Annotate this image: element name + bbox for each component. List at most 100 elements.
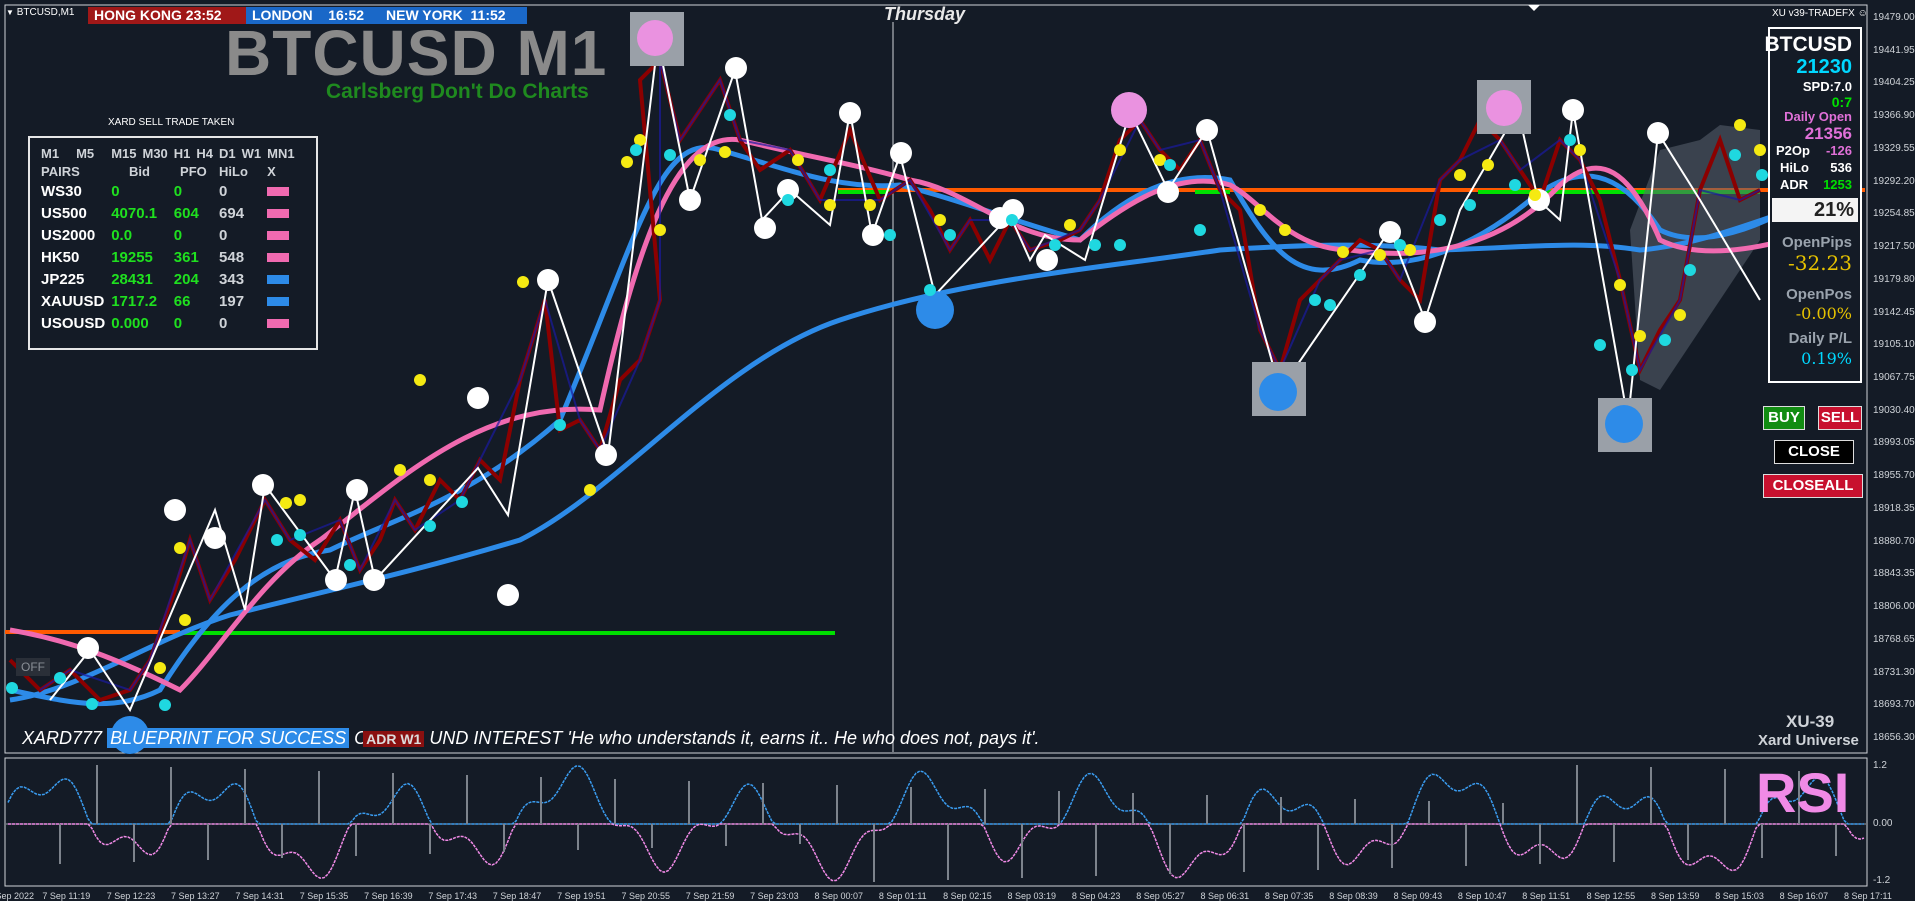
time-axis-label: 8 Sep 11:51 bbox=[1522, 891, 1571, 901]
pair-pfo: 604 bbox=[173, 204, 199, 222]
cyan-signal-dot bbox=[1354, 269, 1366, 281]
price-axis-label: 19292.20 bbox=[1873, 175, 1915, 187]
close-button[interactable]: CLOSE bbox=[1774, 440, 1854, 464]
cyan-signal-dot bbox=[1564, 134, 1576, 146]
price-axis-label: 18955.70 bbox=[1873, 470, 1915, 482]
time-axis-label: 7 Sep 2022 bbox=[0, 891, 35, 901]
tf-mn1[interactable]: MN1 bbox=[267, 145, 295, 161]
yellow-signal-dot bbox=[294, 494, 306, 506]
pair-bid: 0.0 bbox=[111, 226, 133, 244]
swing-point-marker bbox=[325, 569, 347, 591]
cyan-signal-dot bbox=[1006, 214, 1018, 226]
pair-color-swatch[interactable] bbox=[267, 186, 290, 196]
info-open-pos: -0.00% bbox=[1795, 304, 1852, 323]
yellow-signal-dot bbox=[1374, 249, 1386, 261]
pair-color-swatch[interactable] bbox=[267, 230, 290, 240]
tf-h4[interactable]: H4 bbox=[196, 145, 214, 161]
pair-pfo: 361 bbox=[173, 248, 199, 266]
pair-toggle[interactable] bbox=[264, 246, 297, 268]
time-axis-label: 8 Sep 16:07 bbox=[1779, 891, 1829, 901]
pink-moving-average bbox=[9, 136, 1821, 694]
time-axis-label: 7 Sep 19:51 bbox=[557, 891, 606, 901]
pair-toggle[interactable] bbox=[264, 268, 297, 290]
swing-point-marker bbox=[1196, 119, 1218, 141]
time-axis-label: 8 Sep 17:11 bbox=[1844, 891, 1892, 901]
pair-pfo: 0 bbox=[173, 226, 183, 244]
dropdown-arrow-icon[interactable]: ▼ bbox=[6, 8, 14, 17]
yellow-signal-dot bbox=[394, 464, 406, 476]
swing-point-marker bbox=[363, 569, 385, 591]
col-header-hilo: HiLo bbox=[219, 163, 248, 179]
cyan-signal-dot bbox=[824, 164, 836, 176]
blue-signal-marker bbox=[1259, 373, 1297, 411]
tf-m1[interactable]: M1 bbox=[41, 145, 60, 161]
pair-color-swatch[interactable] bbox=[267, 318, 290, 328]
cyan-signal-dot bbox=[1756, 169, 1768, 181]
price-axis-label: 18656.30 bbox=[1873, 732, 1915, 743]
time-axis-label: 8 Sep 03:19 bbox=[1007, 891, 1057, 901]
pair-name: XAUUSD bbox=[41, 292, 105, 310]
cyan-signal-dot bbox=[1464, 199, 1476, 211]
pair-toggle[interactable] bbox=[264, 312, 297, 334]
time-axis-label: 7 Sep 17:43 bbox=[428, 891, 477, 901]
info-p2op-label: P2Op bbox=[1776, 143, 1810, 158]
pair-hilo: 0 bbox=[219, 182, 228, 200]
pair-hilo: 343 bbox=[219, 270, 245, 288]
cyan-signal-dot bbox=[1114, 239, 1126, 251]
pair-name: USOUSD bbox=[41, 314, 106, 332]
yellow-signal-dot bbox=[1404, 244, 1416, 256]
price-axis-label: 18768.65 bbox=[1873, 633, 1915, 645]
pair-bid: 0 bbox=[111, 182, 120, 200]
pair-name: WS30 bbox=[41, 182, 82, 200]
swing-point-marker bbox=[1002, 199, 1024, 221]
pair-name: US2000 bbox=[41, 226, 96, 244]
off-button[interactable]: OFF bbox=[16, 658, 50, 676]
clock-new-york: NEW YORK 11:52 bbox=[380, 7, 527, 24]
info-adr-label: ADR bbox=[1780, 177, 1809, 192]
tf-w1[interactable]: W1 bbox=[241, 145, 262, 161]
pair-toggle[interactable] bbox=[264, 180, 297, 202]
pair-color-swatch[interactable] bbox=[267, 208, 290, 218]
time-axis-label: 8 Sep 05:27 bbox=[1136, 891, 1185, 901]
swing-point-marker bbox=[890, 142, 912, 164]
chart-title: BTCUSD M1 bbox=[225, 17, 608, 89]
pair-toggle[interactable] bbox=[264, 290, 297, 312]
swing-point-marker bbox=[537, 269, 559, 291]
col-header-x: X bbox=[267, 163, 276, 179]
yellow-signal-dot bbox=[1254, 204, 1266, 216]
info-adr-pct: 21% bbox=[1772, 198, 1858, 222]
pair-bid: 19255 bbox=[111, 248, 153, 266]
symbol-tab[interactable]: ▼ BTCUSD,M1 bbox=[6, 7, 75, 18]
pink-signal-marker bbox=[1111, 92, 1147, 128]
cyan-signal-dot bbox=[664, 149, 676, 161]
cyan-signal-dot bbox=[782, 194, 794, 206]
tf-m30[interactable]: M30 bbox=[142, 145, 168, 161]
yellow-signal-dot bbox=[1574, 144, 1586, 156]
price-axis-label: 19105.10 bbox=[1873, 339, 1915, 351]
pair-toggle[interactable] bbox=[264, 202, 297, 224]
closeall-button[interactable]: CLOSEALL bbox=[1763, 474, 1863, 498]
pair-hilo: 0 bbox=[219, 226, 228, 244]
sell-button[interactable]: SELL bbox=[1818, 406, 1862, 430]
price-axis-label: 19441.95 bbox=[1873, 44, 1915, 56]
cyan-signal-dot bbox=[159, 699, 171, 711]
yellow-signal-dot bbox=[280, 497, 292, 509]
swing-point-marker bbox=[1379, 221, 1401, 243]
pair-color-swatch[interactable] bbox=[267, 274, 290, 284]
time-axis-label: 8 Sep 08:39 bbox=[1329, 891, 1378, 901]
buy-button[interactable]: BUY bbox=[1763, 406, 1805, 430]
yellow-signal-dot bbox=[584, 484, 596, 496]
tf-h1[interactable]: H1 bbox=[173, 145, 191, 161]
time-axis-label: 8 Sep 06:31 bbox=[1200, 891, 1250, 901]
pair-color-swatch[interactable] bbox=[267, 296, 290, 306]
pink-signal-marker bbox=[637, 20, 673, 56]
trade-status: XARD SELL TRADE TAKEN bbox=[108, 117, 235, 128]
tf-d1[interactable]: D1 bbox=[219, 145, 236, 161]
tf-m5[interactable]: M5 bbox=[76, 145, 95, 161]
pair-toggle[interactable] bbox=[264, 224, 297, 246]
tf-m15[interactable]: M15 bbox=[111, 145, 137, 161]
info-panel: BTCUSD 21230 SPD:7.0 0:7 Daily Open 2135… bbox=[1765, 27, 1862, 383]
pair-color-swatch[interactable] bbox=[267, 252, 290, 262]
